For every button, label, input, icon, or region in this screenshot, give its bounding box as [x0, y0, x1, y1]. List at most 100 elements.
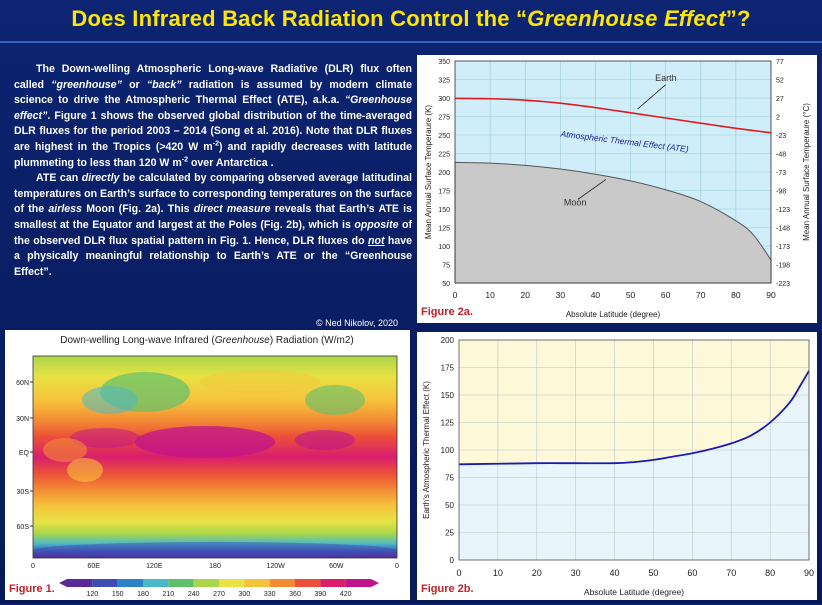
y-tick-label: 0 — [450, 556, 455, 565]
x-tick-label: 80 — [731, 290, 741, 300]
lon-tick-label: 120E — [146, 563, 163, 570]
text-run: or — [121, 78, 147, 91]
map-title-part: ) Radiation (W/m2) — [270, 335, 354, 346]
colorbar-swatch — [92, 579, 118, 587]
y-tick-label: 200 — [438, 170, 450, 177]
text-run: reveals that Earth’s ATE is smallest at … — [14, 203, 412, 231]
text-run: over Antarctica . — [188, 156, 274, 169]
copyright: © Ned Nikolov, 2020 — [316, 318, 399, 328]
y2-tick-label: -98 — [776, 189, 786, 196]
y2-tick-label: 2 — [776, 115, 780, 122]
text-run: opposite — [354, 218, 399, 231]
x-tick-label: 10 — [493, 568, 503, 578]
y-tick-label: 50 — [442, 281, 450, 288]
colorbar-low-cap — [59, 579, 67, 587]
y-tick-label: 75 — [442, 263, 450, 270]
y-tick-label: 175 — [438, 189, 450, 196]
ate-line — [458, 370, 810, 466]
x-tick-label: 70 — [696, 290, 706, 300]
y-tick-label: 200 — [441, 336, 455, 345]
text-run: have a physically meaningful relationshi… — [14, 234, 412, 278]
y-tick-label: 250 — [438, 133, 450, 140]
annotation-moon: Moon — [564, 197, 587, 207]
lon-tick-label: 0 — [31, 563, 35, 570]
annotation-earth-arrow — [637, 84, 666, 110]
y2-tick-label: -198 — [776, 263, 790, 270]
y-tick-label: 75 — [445, 474, 454, 483]
colorbar-tick-label: 270 — [213, 591, 225, 598]
title-part-c: ”? — [725, 6, 751, 31]
y-tick-label: 150 — [438, 207, 450, 214]
page-title: Does Infrared Back Radiation Control the… — [0, 6, 822, 32]
text-run: airless — [48, 203, 82, 216]
paragraph-2: ATE can directly be calculated by compar… — [14, 171, 412, 280]
y-tick-label: 150 — [441, 391, 455, 400]
dlr-region — [35, 542, 395, 558]
y2-tick-label: -23 — [776, 133, 786, 140]
lon-tick-label: 60W — [329, 563, 344, 570]
earth-line — [454, 97, 772, 134]
annotation-moon-arrow — [577, 179, 607, 200]
y-tick-label: 100 — [441, 446, 455, 455]
figure-1-panel: Down-welling Long-wave Infrared (Greenho… — [5, 330, 410, 600]
y2-tick-label: -223 — [776, 281, 790, 288]
colorbar-swatch — [143, 579, 169, 587]
text-run: Moon (Fig. 2a). This — [81, 203, 194, 216]
x-tick-label: 60 — [661, 290, 671, 300]
text-run: ) and rapidly decreases with latitude pl… — [14, 140, 413, 169]
text-run: “Greenhouse effect” — [14, 94, 412, 122]
y2-tick-label: -148 — [776, 226, 790, 233]
lon-tick-label: 0 — [395, 563, 399, 570]
figure-2b-chart: 0 25 50 75 100 125 150 175 200 0 10 20 30 40 50 60 70 80 9… — [422, 336, 814, 597]
y-tick-label: 275 — [438, 115, 450, 122]
y2-tick-label: 27 — [776, 96, 784, 103]
dlr-region — [82, 386, 138, 414]
title-italic: Greenhouse Effect — [527, 6, 726, 31]
dlr-region — [67, 458, 103, 482]
y2-tick-label: -73 — [776, 170, 786, 177]
y2-axis-label: Mean Annual Surface Temperaure (°C) — [802, 103, 811, 241]
y2-tick-label: 52 — [776, 78, 784, 85]
plot-frame — [454, 60, 772, 284]
title-part-a: Does Infrared Back Radiation Control the… — [71, 6, 528, 31]
dlr-region — [43, 438, 87, 462]
y-tick-label: 50 — [445, 501, 454, 510]
text-run: -2 — [212, 140, 219, 148]
colorbar-tick-label: 390 — [314, 591, 326, 598]
body-text: The Down-welling Atmospheric Long-wave R… — [14, 62, 412, 280]
colorbar-tick-label: 420 — [340, 591, 352, 598]
figure-1-caption: Figure 1. — [9, 583, 55, 595]
moon-area — [454, 161, 772, 284]
lon-tick-label: 60E — [87, 563, 100, 570]
x-tick-label: 0 — [453, 290, 458, 300]
figure-1-map: Down-welling Long-wave Infrared (Greenho… — [16, 335, 399, 598]
y2-tick-label: -48 — [776, 152, 786, 159]
colorbar-tick-label: 150 — [112, 591, 124, 598]
colorbar-swatch — [219, 579, 245, 587]
lat-tick-label: 30S — [17, 489, 30, 496]
paragraph-1: The Down-welling Atmospheric Long-wave R… — [14, 62, 412, 171]
colorbar-high-cap — [371, 579, 379, 587]
figure-2b-caption: Figure 2b. — [421, 583, 474, 595]
colorbar-tick-label: 330 — [264, 591, 276, 598]
colorbar-swatch — [193, 579, 219, 587]
y2-tick-label: -123 — [776, 207, 790, 214]
figure-2a-chart: 5075100125150175200225250275300325350-22… — [424, 59, 811, 319]
dlr-region — [200, 370, 320, 394]
x-tick-label: 50 — [626, 290, 636, 300]
y-tick-label: 25 — [445, 529, 454, 538]
y-tick-label: 325 — [438, 78, 450, 85]
dlr-region — [135, 426, 275, 458]
figure-2a-caption: Figure 2a. — [421, 306, 473, 318]
text-run: ATE can — [36, 172, 82, 185]
dlr-region — [305, 385, 365, 415]
colorbar-tick-label: 120 — [86, 591, 98, 598]
x-tick-label: 20 — [532, 568, 542, 578]
y-axis-label: Mean Annual Surface Temperaure (K) — [424, 105, 433, 239]
text-run: “back” — [146, 78, 182, 91]
x-tick-label: 80 — [765, 568, 775, 578]
colorbar-swatch — [295, 579, 321, 587]
x-tick-label: 40 — [591, 290, 601, 300]
colorbar-swatch — [244, 579, 270, 587]
text-run: -2 — [181, 156, 188, 164]
